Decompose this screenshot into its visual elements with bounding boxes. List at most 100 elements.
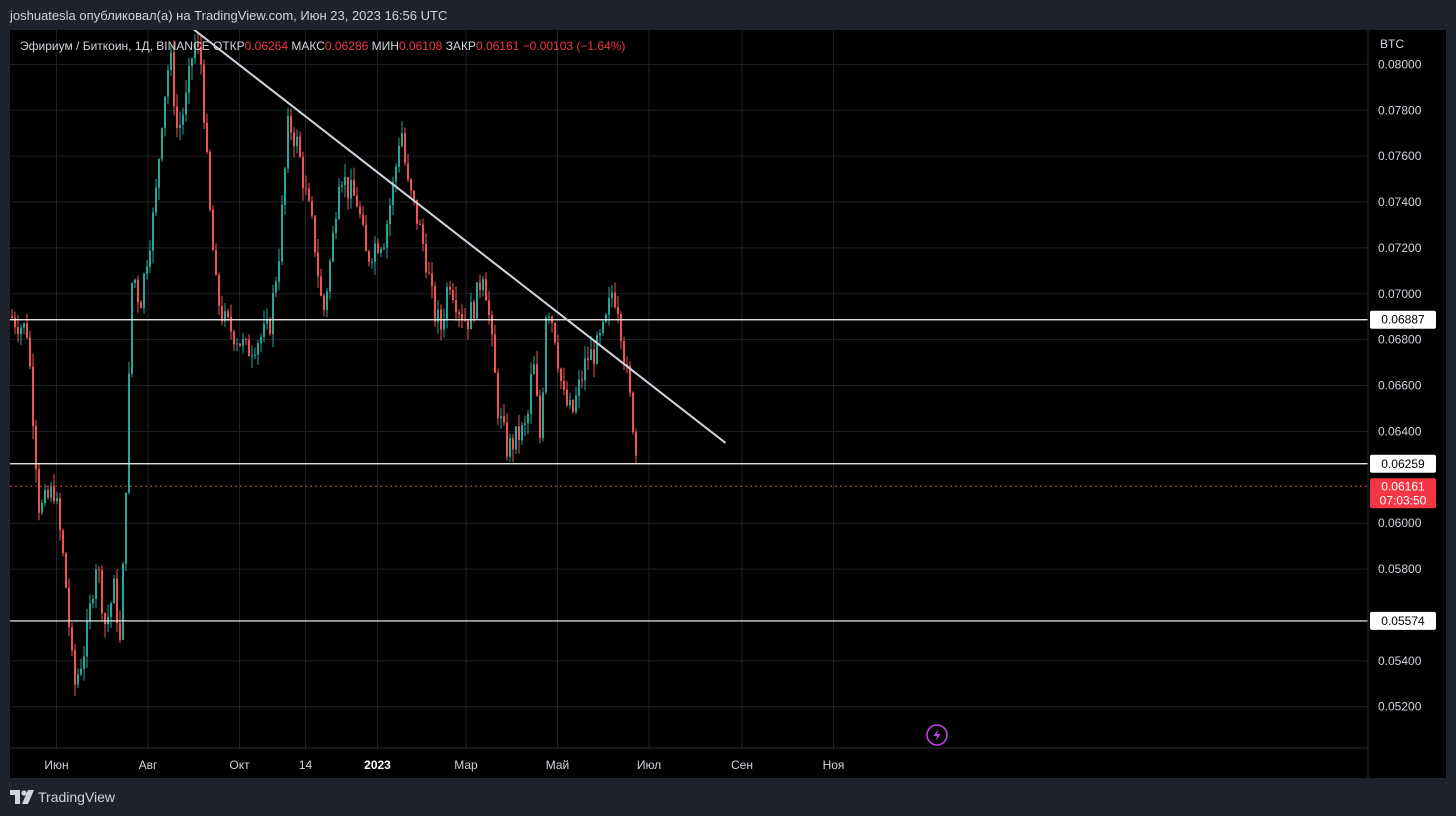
- candle-body: [50, 486, 52, 498]
- candle-body: [500, 416, 502, 419]
- currency-label: BTC: [1380, 37, 1404, 51]
- candle-body: [320, 276, 322, 296]
- candle-body: [158, 159, 160, 188]
- candle-body: [365, 224, 367, 252]
- candle-body: [116, 578, 118, 623]
- candle-body: [542, 392, 544, 439]
- candle-body: [17, 327, 19, 335]
- candle-body: [533, 364, 535, 375]
- candle-body: [356, 195, 358, 207]
- candle-body: [188, 66, 190, 93]
- time-tick: 2023: [364, 758, 391, 772]
- candle-body: [287, 116, 289, 169]
- price-tick: 0.07600: [1378, 149, 1422, 163]
- grid: [10, 30, 1368, 748]
- candle-body: [230, 316, 232, 332]
- candle-body: [269, 319, 271, 335]
- candle-body: [617, 307, 619, 315]
- candle-body: [128, 373, 130, 493]
- last-price-tag-bg: [1370, 478, 1436, 509]
- candle-body: [344, 176, 346, 186]
- candle-body: [518, 426, 520, 441]
- candle-body: [335, 218, 337, 233]
- candle-body: [53, 486, 55, 502]
- candle-body: [632, 392, 634, 433]
- candle-body: [410, 179, 412, 191]
- publish-info: joshuatesla опубликовал(а) на TradingVie…: [10, 8, 448, 23]
- candle-body: [419, 223, 421, 225]
- candle-body: [284, 168, 286, 205]
- horizontal-line-labels: 0.06887 0.06259 0.05574: [1370, 310, 1436, 630]
- candle-body: [623, 340, 625, 365]
- candle-body: [389, 205, 391, 225]
- time-tick: Окт: [229, 758, 250, 772]
- candle-body: [245, 339, 247, 341]
- candle-body: [314, 215, 316, 253]
- tradingview-logo-text: TradingView: [38, 789, 116, 805]
- candle-body: [113, 578, 115, 604]
- candle-body: [509, 438, 511, 457]
- candle-body: [584, 358, 586, 381]
- candle-body: [98, 569, 100, 571]
- candle-body: [521, 424, 523, 441]
- candle-body: [275, 281, 277, 293]
- time-tick: 14: [299, 758, 313, 772]
- candle-body: [566, 389, 568, 406]
- tradingview-logo[interactable]: TradingView: [10, 789, 115, 805]
- candle-body: [218, 275, 220, 307]
- candle-body: [590, 349, 592, 361]
- candle-body: [224, 311, 226, 322]
- candle-body: [611, 292, 613, 298]
- candle-body: [581, 379, 583, 381]
- candle-body: [485, 279, 487, 301]
- price-tick: 0.05200: [1378, 700, 1422, 714]
- time-tick: Май: [546, 758, 570, 772]
- price-chart[interactable]: 0.08000 0.07800 0.07600 0.07400 0.07200 0.070…: [10, 26, 1446, 778]
- candle-body: [11, 316, 13, 318]
- candle-body: [530, 374, 532, 414]
- candle-body: [272, 292, 274, 335]
- candle-body: [254, 354, 256, 356]
- candle-body: [386, 224, 388, 248]
- candle-body: [458, 312, 460, 314]
- candle-body: [578, 379, 580, 396]
- candle-body: [293, 132, 295, 147]
- candle-body: [143, 273, 145, 309]
- candle-body: [524, 423, 526, 425]
- price-tick: 0.06800: [1378, 333, 1422, 347]
- candle-body: [494, 334, 496, 373]
- candle-body: [359, 206, 361, 215]
- candle-body: [152, 212, 154, 251]
- candle-body: [122, 563, 124, 640]
- candle-body: [233, 331, 235, 345]
- lightning-icon[interactable]: [926, 724, 948, 746]
- candle-body: [593, 349, 595, 364]
- candle-body: [503, 416, 505, 423]
- price-tick: 0.05400: [1378, 654, 1422, 668]
- candle-body: [41, 503, 43, 513]
- candle-body: [35, 425, 37, 470]
- candle-body: [242, 339, 244, 346]
- candle-body: [515, 426, 517, 450]
- price-tick: 0.07200: [1378, 241, 1422, 255]
- candle-body: [572, 400, 574, 412]
- candle-body: [554, 322, 556, 343]
- candle-body: [476, 282, 478, 319]
- candle-body: [425, 243, 427, 273]
- time-tick: Июн: [44, 758, 68, 772]
- candle-body: [125, 492, 127, 564]
- candle-body: [368, 251, 370, 262]
- candle-body: [401, 133, 403, 147]
- candle-body: [305, 188, 307, 190]
- candle-body: [392, 181, 394, 206]
- price-tick: 0.06000: [1378, 516, 1422, 530]
- change-value: −0.00103 (−1.64%): [522, 39, 626, 53]
- chart-panel[interactable]: 0.08000 0.07800 0.07600 0.07400 0.07200 0.070…: [10, 26, 1446, 778]
- candle-body: [311, 200, 313, 216]
- candle-body: [104, 613, 106, 625]
- candle-body: [413, 190, 415, 200]
- candle-body: [236, 343, 238, 345]
- candle-body: [176, 106, 178, 128]
- candle-body: [149, 250, 151, 267]
- candle-body: [251, 355, 253, 357]
